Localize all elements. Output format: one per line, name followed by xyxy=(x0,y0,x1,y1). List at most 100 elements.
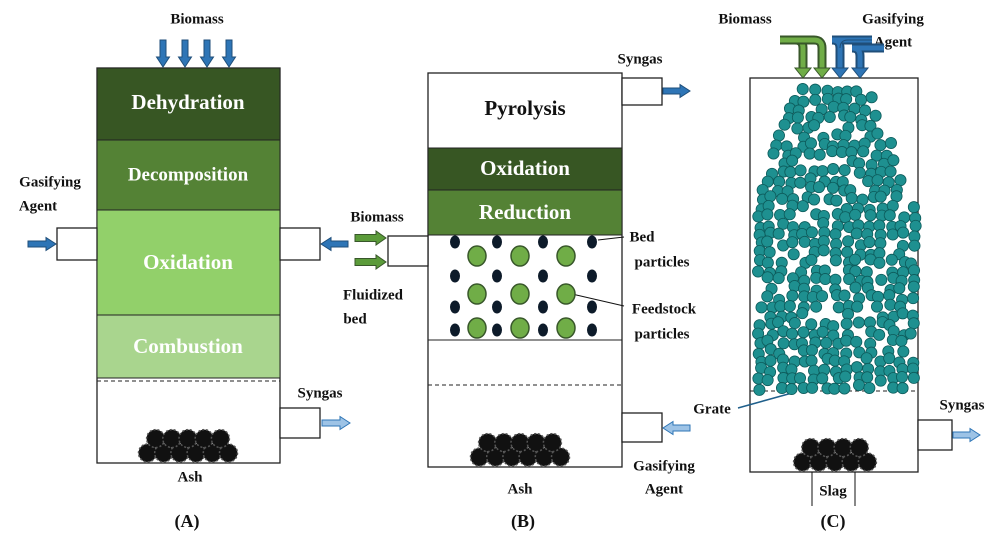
arrow xyxy=(155,39,171,68)
bed-particle xyxy=(492,235,502,249)
biomass-particle xyxy=(805,354,818,367)
panel-a: Biomass Dehydration Decomposition Oxidat… xyxy=(19,11,343,532)
biomass-particle xyxy=(809,93,822,106)
biomass-particle xyxy=(849,281,862,294)
biomass-particle xyxy=(816,165,829,178)
biomass-particle xyxy=(805,253,818,266)
biomass-particle xyxy=(803,147,816,160)
ash-particle xyxy=(857,452,878,472)
zone-oxidation xyxy=(427,147,623,191)
biomass-particle xyxy=(871,300,884,313)
biomass-particle xyxy=(871,174,884,187)
ash-particle xyxy=(178,428,198,449)
biomass-particle xyxy=(852,316,865,329)
zone-label: Oxidation xyxy=(143,250,233,274)
label-syngas: Syngas xyxy=(297,385,342,401)
biomass-particle xyxy=(907,317,920,330)
label-gasifying: Gasifying xyxy=(633,458,695,474)
bed-particle xyxy=(492,269,502,283)
biomass-particle xyxy=(863,381,876,394)
biomass-particle xyxy=(832,301,845,314)
ash-particle xyxy=(849,437,870,458)
biomass-particle xyxy=(808,193,821,206)
biomass-particle xyxy=(820,336,833,349)
zone-label: Dehydration xyxy=(131,90,244,114)
label-fluidized: Fluidized xyxy=(343,287,404,303)
arrow xyxy=(850,67,870,79)
biomass-particle xyxy=(817,244,830,257)
port-right xyxy=(279,227,321,261)
label-syngas: Syngas xyxy=(939,397,984,413)
biomass-particle xyxy=(865,91,878,104)
label-gasifying: Gasifying xyxy=(19,174,81,190)
label-ash: Ash xyxy=(507,481,533,497)
biomass-particle xyxy=(786,236,799,249)
label-grate: Grate xyxy=(693,401,731,417)
biomass-particle xyxy=(897,345,910,358)
biomass-particle xyxy=(753,383,766,396)
biomass-particle xyxy=(873,256,886,269)
biomass-particle xyxy=(797,326,810,339)
biomass-particle xyxy=(853,379,866,392)
biomass-particle xyxy=(826,181,839,194)
biomass-particle xyxy=(838,164,851,177)
label-biomass: Biomass xyxy=(350,209,404,225)
biomass-particle xyxy=(857,145,870,158)
ash-particle xyxy=(510,432,530,453)
zone-dehydration xyxy=(96,67,281,141)
biomass-particle xyxy=(874,237,887,250)
biomass-particle xyxy=(907,201,920,214)
zone-label: Reduction xyxy=(479,200,571,224)
biomass-particle xyxy=(886,228,899,241)
biomass-particle xyxy=(808,119,821,132)
biomass-particle xyxy=(804,137,817,150)
port-biomass xyxy=(387,235,429,267)
biomass-particle xyxy=(772,272,785,285)
biomass-particle xyxy=(772,316,785,329)
biomass-particle xyxy=(806,381,819,394)
biomass-particle xyxy=(885,253,898,266)
ash-particle xyxy=(542,432,563,453)
bed-particle xyxy=(587,235,597,249)
bed-particle xyxy=(450,323,460,337)
zone-label: Oxidation xyxy=(480,156,570,180)
ash-particle xyxy=(833,437,853,458)
label-gasifying: Gasifying xyxy=(862,11,924,27)
biomass-particle xyxy=(840,334,853,347)
feedstock-particle xyxy=(467,245,487,267)
arrow xyxy=(27,236,57,252)
arrow xyxy=(354,254,387,270)
bed-particle xyxy=(450,235,460,249)
biomass-particle xyxy=(829,254,842,267)
biomass-particle xyxy=(845,192,858,205)
biomass-particle xyxy=(772,129,785,142)
biomass-particle xyxy=(764,354,777,367)
biomass-particle xyxy=(786,327,799,340)
biomass-particle xyxy=(860,352,873,365)
bed-particle xyxy=(587,323,597,337)
arrow xyxy=(839,39,872,49)
biomass-particle xyxy=(843,273,856,286)
feedstock-particle xyxy=(467,317,487,339)
label-bed-particles: Bed xyxy=(629,229,655,245)
zone-oxidation xyxy=(96,209,281,316)
biomass-particle xyxy=(884,298,897,311)
arrow xyxy=(321,415,351,431)
pointer xyxy=(597,236,625,241)
biomass-particle xyxy=(786,289,799,302)
biomass-particle xyxy=(873,328,886,341)
feedstock-particle xyxy=(510,283,530,305)
biomass-particle xyxy=(850,361,863,374)
biomass-particle xyxy=(842,235,855,248)
biomass-particle xyxy=(788,317,801,330)
arrow xyxy=(199,39,215,68)
zone-decomposition xyxy=(96,139,281,211)
biomass-particle xyxy=(884,165,897,178)
reactor-b xyxy=(427,72,623,468)
arrow xyxy=(952,427,981,443)
biomass-particle xyxy=(776,192,789,205)
biomass-particle xyxy=(853,166,866,179)
zone-combustion xyxy=(96,314,281,379)
arrow xyxy=(320,236,349,252)
ash-particle xyxy=(817,437,837,458)
